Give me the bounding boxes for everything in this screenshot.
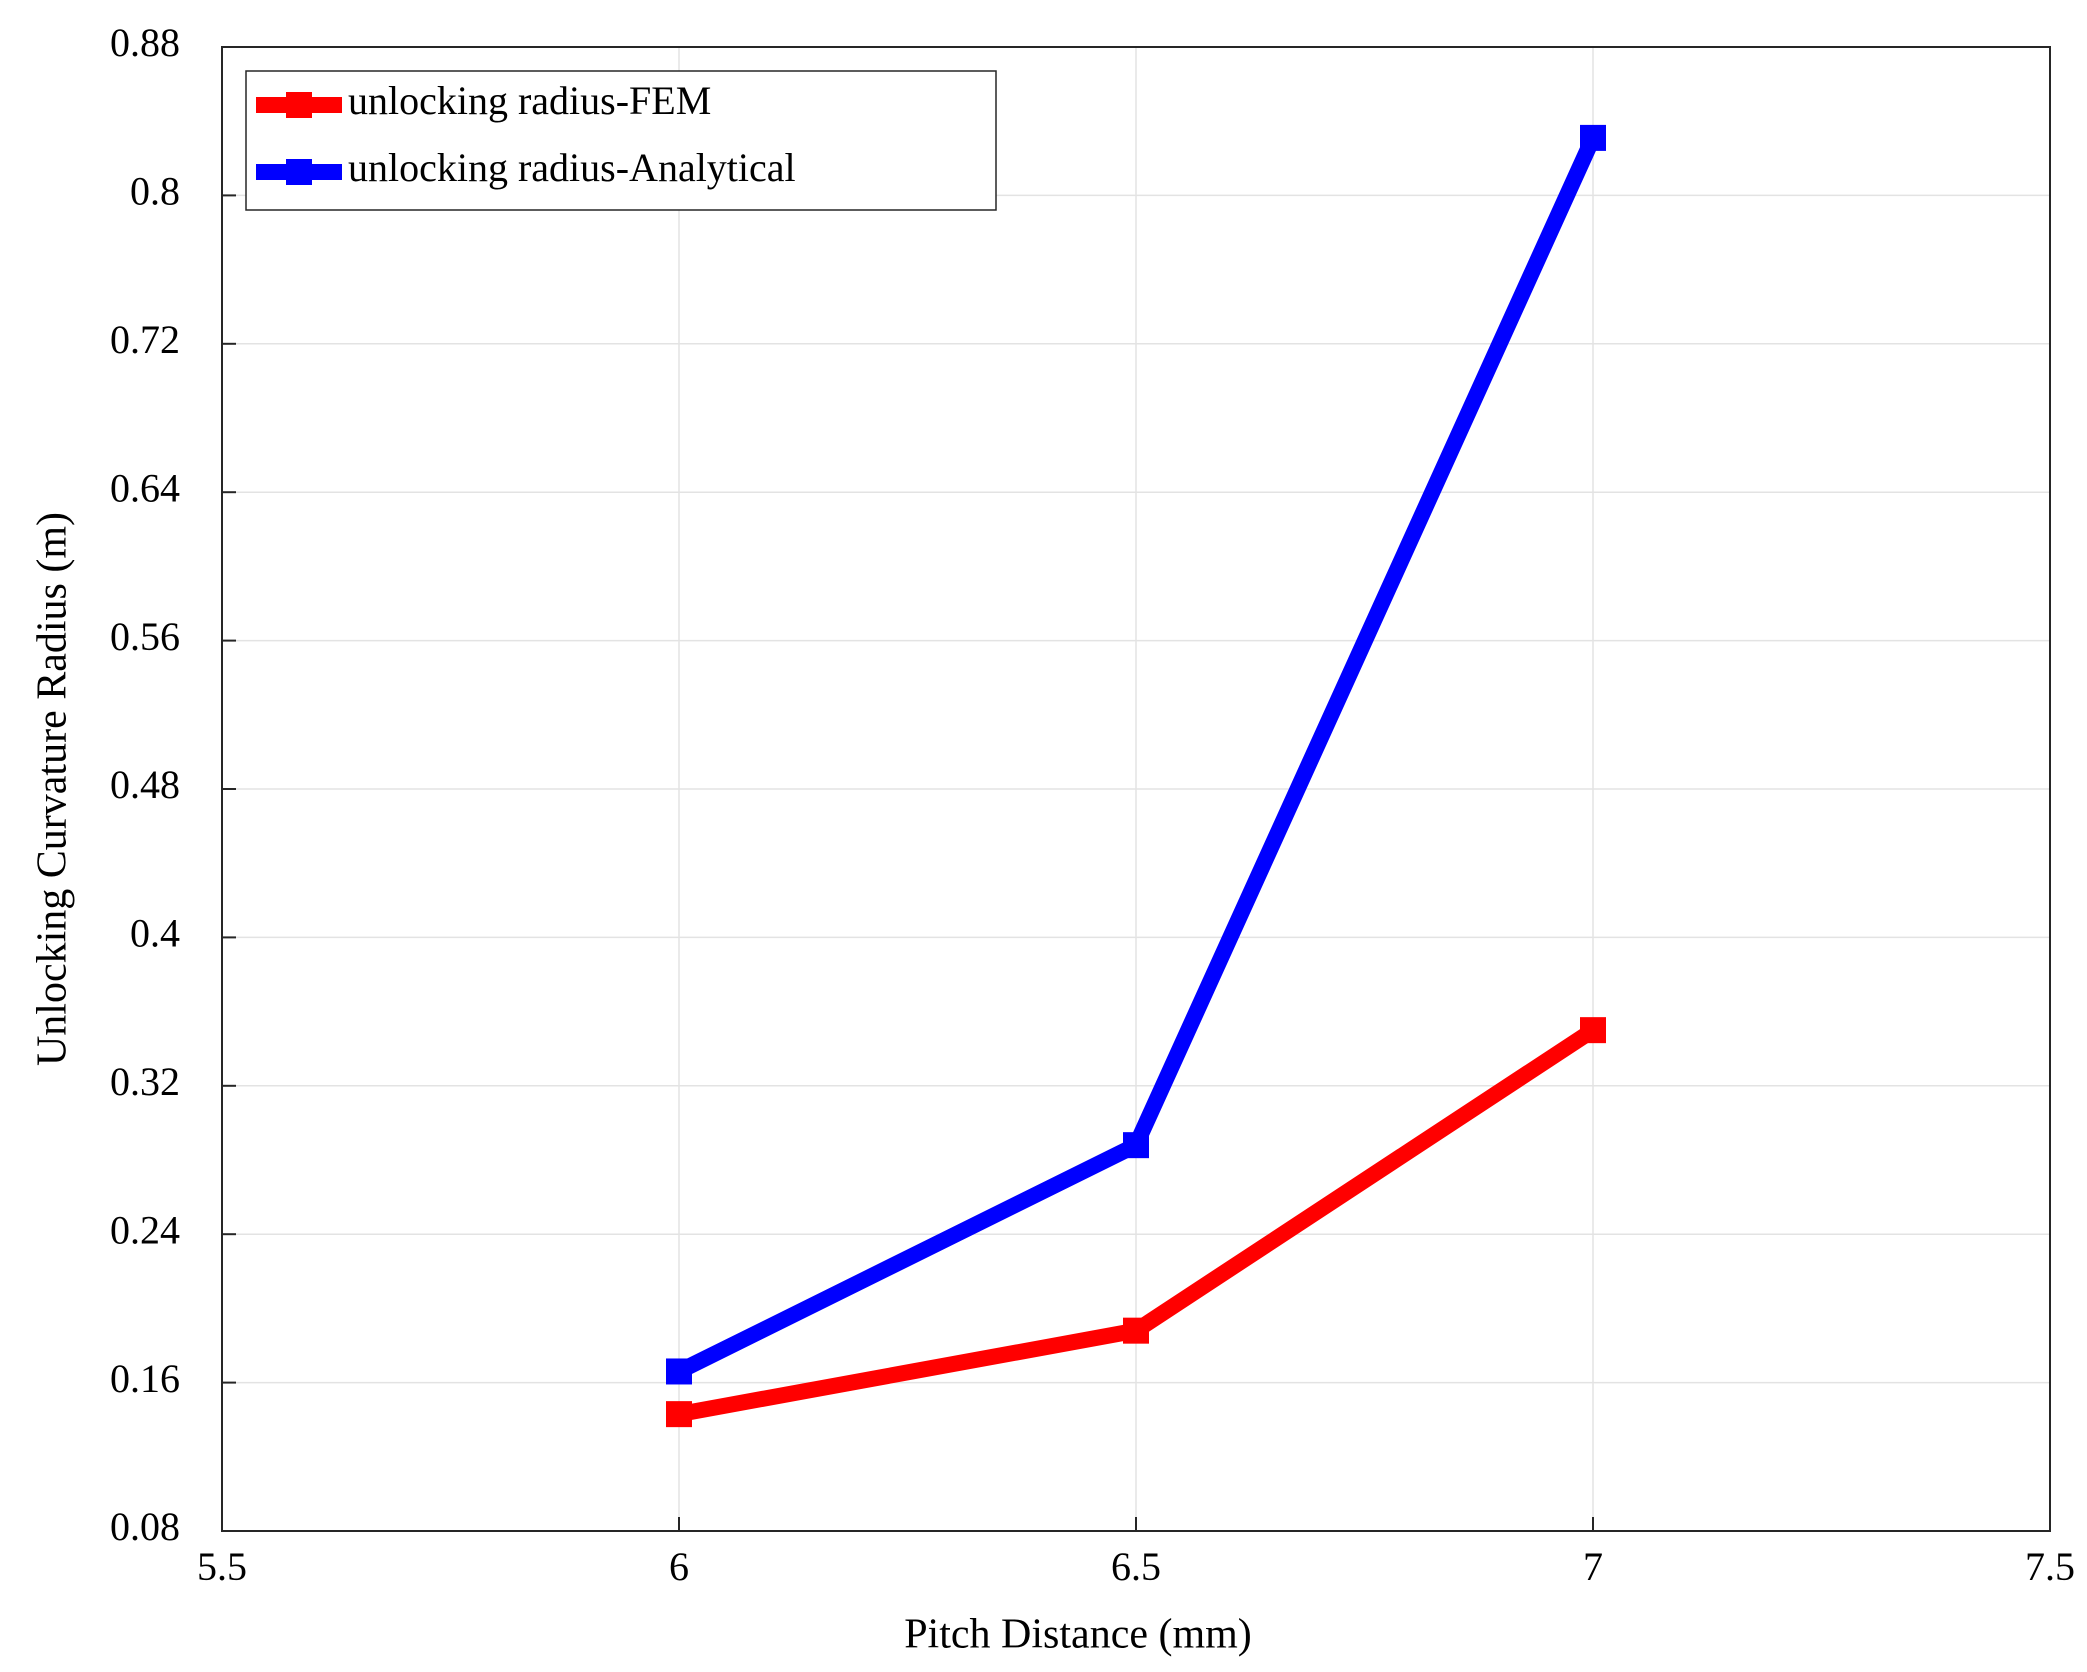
series-marker <box>666 1401 692 1428</box>
series-marker <box>1580 1017 1606 1044</box>
y-tick-label: 0.4 <box>130 911 180 956</box>
y-axis-label: Unlocking Curvature Radius (m) <box>30 512 76 1066</box>
y-tick-label: 0.72 <box>110 317 180 362</box>
series-marker <box>1123 1317 1149 1344</box>
x-tick-label: 6.5 <box>1111 1544 1161 1589</box>
y-tick-label: 0.08 <box>110 1504 180 1549</box>
y-tick-label: 0.32 <box>110 1059 180 1104</box>
legend-label: unlocking radius-Analytical <box>348 145 796 190</box>
x-tick-label: 6 <box>669 1544 689 1589</box>
y-tick-label: 0.88 <box>110 20 180 65</box>
x-tick-label: 7.5 <box>2025 1544 2075 1589</box>
legend-marker <box>286 92 312 118</box>
legend-box <box>245 70 997 211</box>
x-tick-label: 7 <box>1583 1544 1603 1589</box>
y-tick-label: 0.16 <box>110 1356 180 1401</box>
y-tick-label: 0.56 <box>110 614 180 659</box>
series-marker <box>1123 1132 1149 1159</box>
x-tick-label: 5.5 <box>197 1544 247 1589</box>
y-tick-label: 0.64 <box>110 465 180 510</box>
x-axis-label: Pitch Distance (mm) <box>904 1612 1252 1658</box>
y-tick-label: 0.8 <box>130 169 180 214</box>
series-marker <box>1580 124 1606 151</box>
series-marker <box>666 1358 692 1385</box>
y-tick-label: 0.48 <box>110 762 180 807</box>
y-tick-label: 0.24 <box>110 1207 180 1252</box>
legend-marker <box>286 159 312 185</box>
legend-label: unlocking radius-FEM <box>348 78 711 123</box>
